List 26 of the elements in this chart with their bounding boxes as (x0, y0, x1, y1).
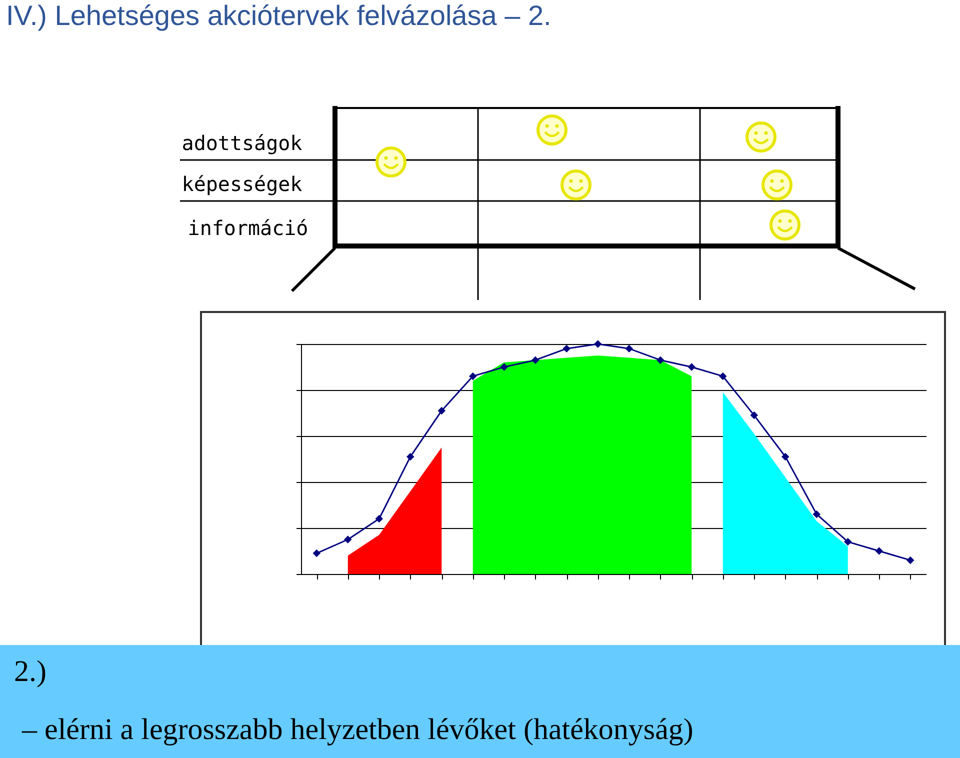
text: adottságok (182, 131, 302, 155)
point (500, 363, 508, 371)
point (875, 547, 883, 555)
point (782, 452, 790, 461)
text: – elérni a legrosszabb helyzetben lévőket (hatékonyság) (22, 713, 694, 747)
chart-title: IV.) Lehetséges akciótervek felvázolása – 2. (6, 0, 552, 32)
point (375, 514, 383, 523)
text: 2.) (14, 655, 46, 689)
point (688, 363, 696, 371)
point (656, 356, 664, 364)
text: képességek (182, 172, 302, 196)
point (812, 510, 820, 518)
point (312, 549, 320, 558)
point (406, 452, 414, 461)
point (719, 372, 727, 380)
point (469, 372, 477, 380)
point (625, 344, 633, 352)
point (750, 411, 758, 420)
point (532, 356, 540, 364)
text: információ (188, 216, 308, 240)
point (906, 556, 914, 564)
point (562, 344, 570, 352)
point (344, 536, 352, 544)
point (438, 406, 446, 415)
point (844, 538, 852, 546)
point (594, 340, 602, 348)
